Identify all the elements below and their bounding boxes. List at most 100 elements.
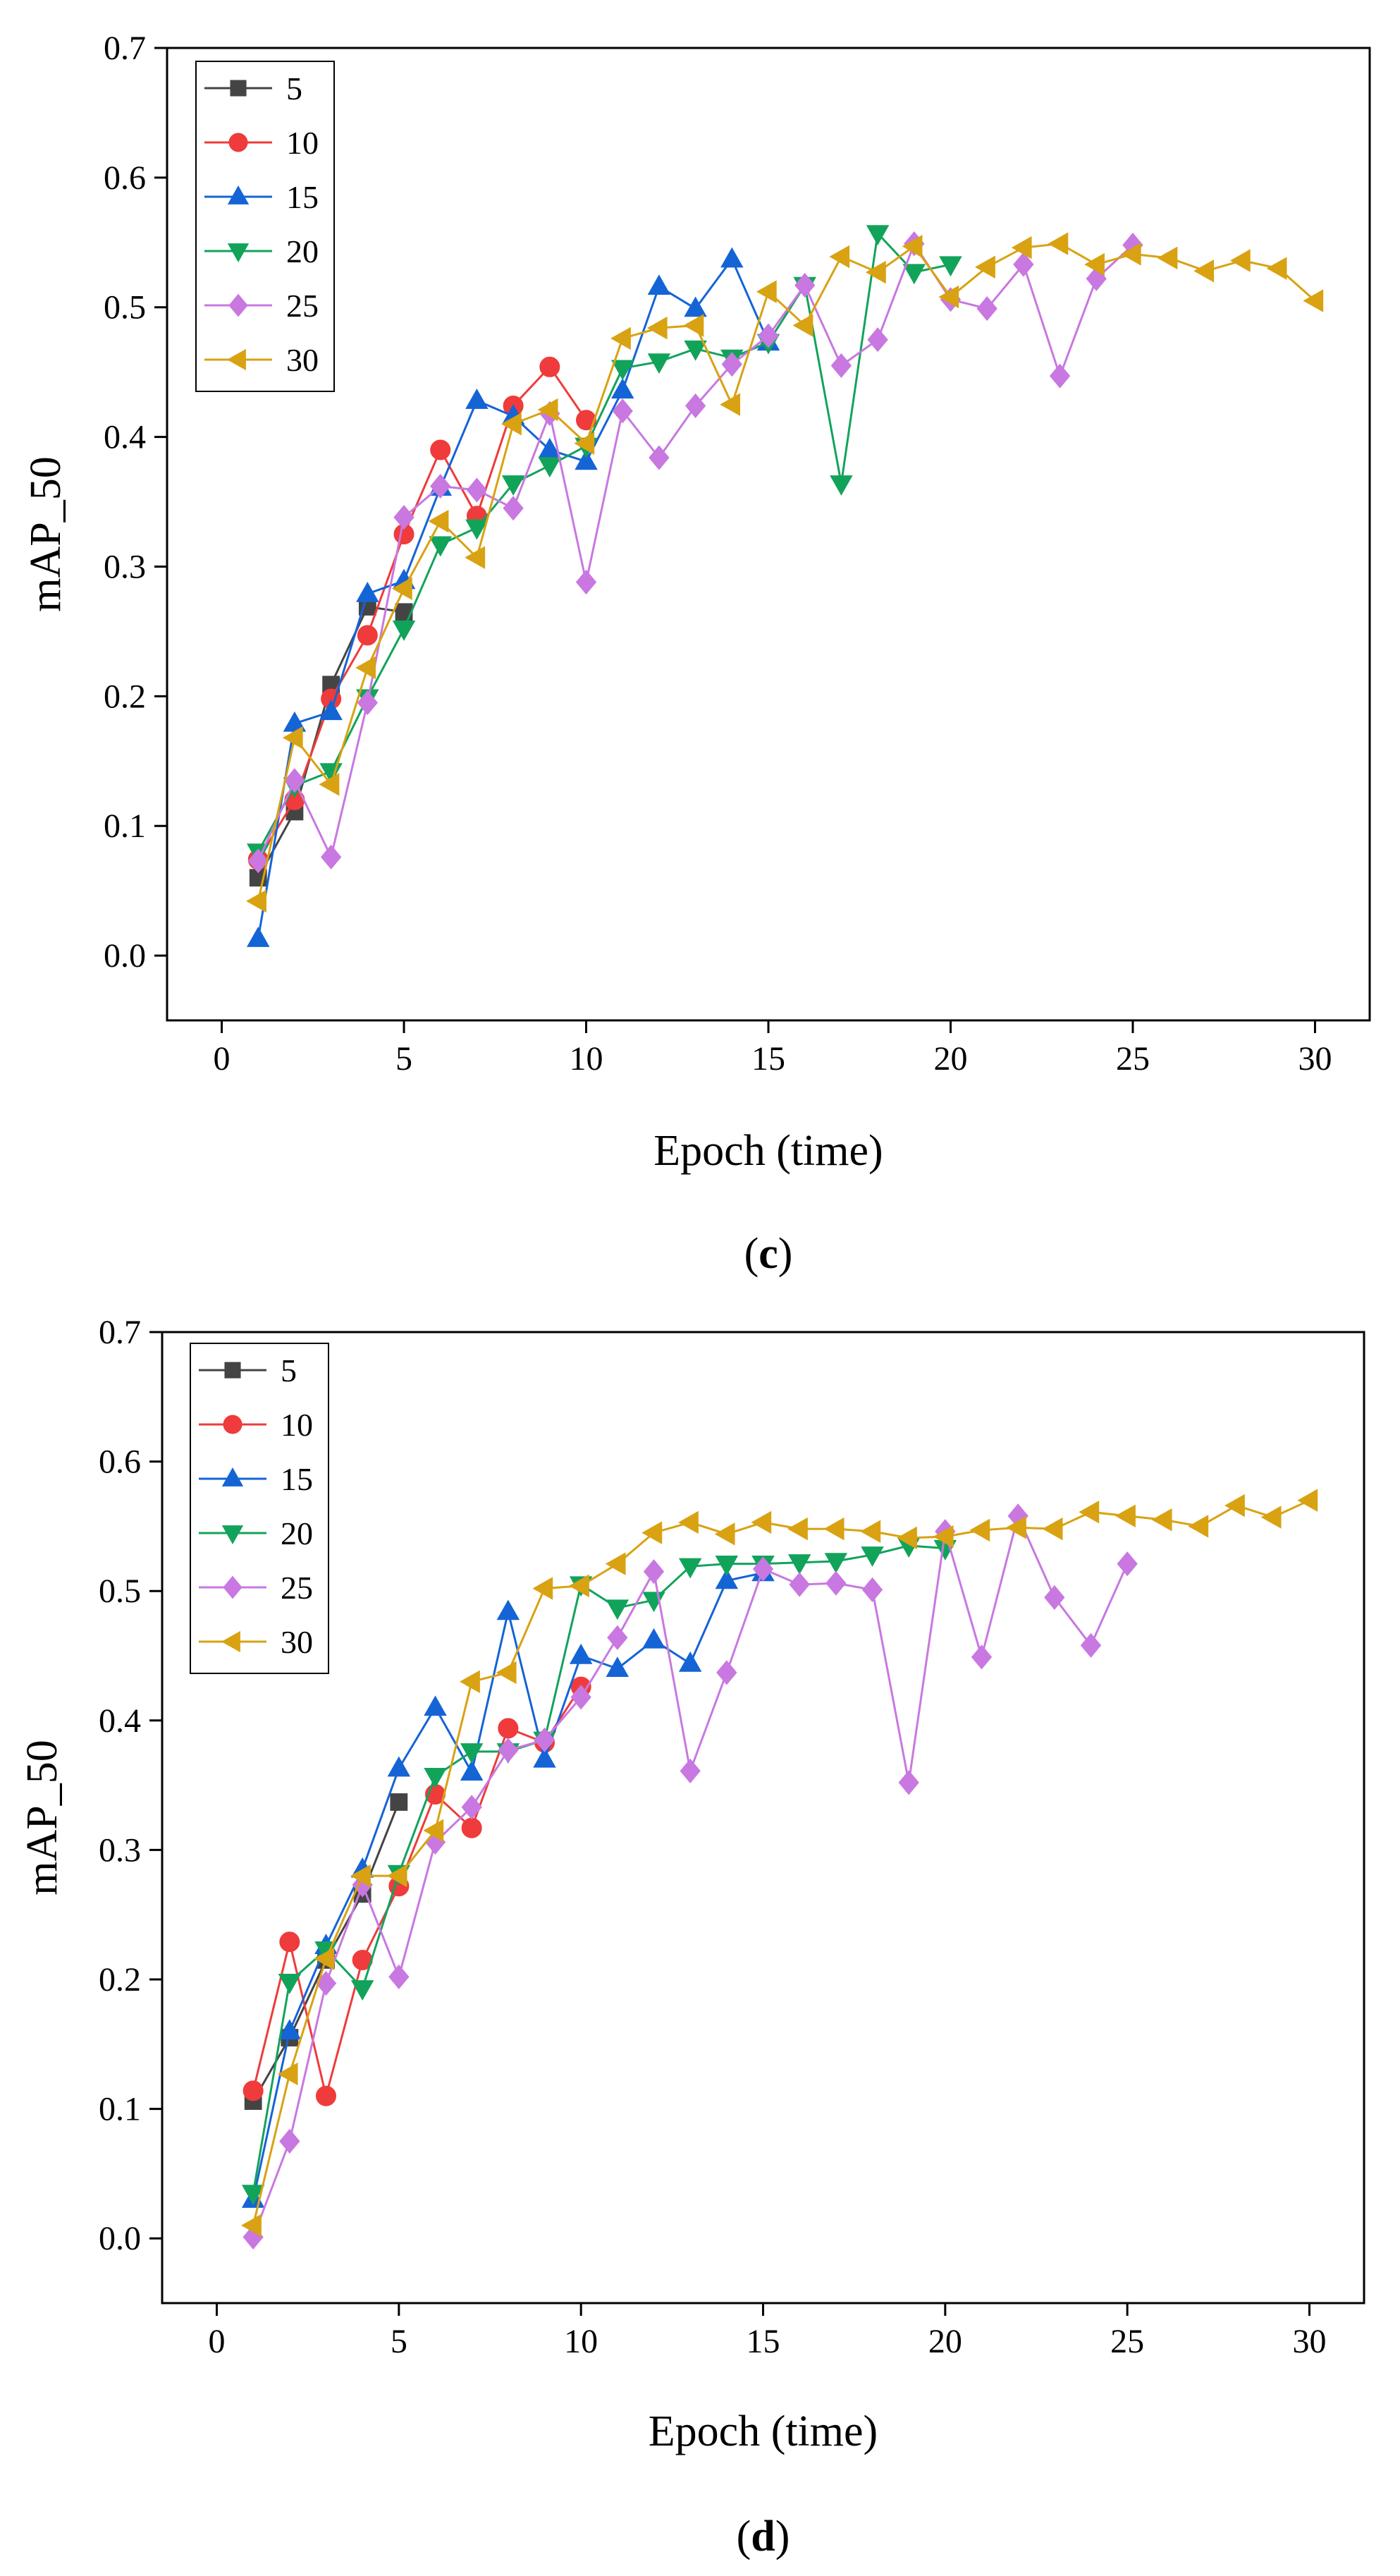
data-point [460,1743,484,1764]
data-point [1079,1500,1100,1524]
chart-d: 0 5 10 15 20 25 30 0.0 0.1 0.2 0.3 0.4 0.5 0.6 0.7 Epoc… [18,1314,1365,2560]
data-point [460,1760,484,1781]
data-point [976,295,997,322]
x-tick-label: 30 [1293,2323,1327,2360]
legend-marker [221,1525,244,1544]
y-axis-title: mAP_50 [18,1740,66,1895]
data-point [684,393,706,419]
legend-label: 10 [281,1407,313,1443]
data-point [860,1520,881,1544]
series-30 [241,1489,1318,2238]
data-point [242,2080,264,2101]
data-point [390,1793,408,1811]
legend-label: 5 [281,1353,297,1388]
plot-frame [161,1331,1365,2305]
x-tick-label: 10 [570,1040,603,1078]
data-point [721,352,742,377]
data-point [539,356,560,377]
data-point [357,690,378,716]
legend-box [190,1343,329,1674]
data-point [1080,1632,1102,1658]
data-point [610,326,631,350]
data-point [1115,1504,1136,1527]
data-point [975,255,995,279]
data-point [1084,252,1105,276]
legend-marker [228,293,248,317]
data-point [751,1510,772,1534]
data-point [787,1554,811,1575]
x-tick-label: 20 [933,1040,967,1078]
data-point [756,280,777,303]
legend-label: 25 [286,288,319,324]
legend-label: 5 [286,71,302,106]
data-point [465,546,486,569]
data-point [1303,289,1324,312]
legend-marker [223,1575,242,1599]
data-point [386,1864,407,1888]
x-axis-title: Epoch (time) [653,1127,883,1175]
y-tick-label: 0.2 [104,678,146,715]
data-point [1117,1551,1138,1577]
data-point [575,449,598,470]
series-line-25 [257,241,1134,862]
x-tick-label: 30 [1298,1040,1332,1078]
data-point [865,260,886,284]
data-point [684,340,707,361]
y-tick-label: 0.3 [104,548,146,585]
data-point [278,1973,302,1994]
data-point [1042,1517,1063,1541]
data-point [357,625,378,646]
data-point [1151,1508,1172,1532]
y-tick-label: 0.4 [99,1702,141,1740]
panel-label: (c) [744,1230,793,1278]
series-line-30 [257,243,1316,902]
y-tick-label: 0.6 [104,159,146,197]
data-point [465,519,489,540]
panel-label-close: ) [775,2513,790,2560]
data-point [606,1599,630,1620]
data-point [241,2185,265,2206]
data-point [465,388,489,409]
data-point [794,272,816,298]
data-point [1224,1494,1245,1518]
data-point [428,509,449,533]
y-tick-label: 0.5 [104,289,146,326]
data-point [646,316,668,340]
data-point [496,1661,517,1685]
data-point [392,621,416,641]
series-line-30 [252,1499,1310,2226]
data-point [649,445,670,470]
legend-label: 25 [281,1570,313,1606]
data-point [570,1685,591,1710]
x-tick-label: 15 [747,2323,780,2360]
data-point [319,700,343,721]
legend-marker [224,1362,241,1379]
data-point [533,1747,556,1768]
x-tick-label: 5 [391,2323,407,2360]
data-point [575,569,597,595]
data-point [647,274,671,295]
data-point [246,889,266,913]
x-tick-label: 15 [751,1040,785,1078]
data-point [350,1980,374,2001]
data-point [861,1577,883,1602]
data-point [716,1660,737,1685]
panel-label-close: ) [778,1230,793,1278]
data-point [971,1644,993,1670]
legend-marker [227,348,246,371]
data-point [424,1768,447,1788]
data-point [678,1510,699,1534]
data-point [939,256,962,277]
y-tick-label: 0.1 [99,2091,141,2128]
data-point [830,353,852,379]
data-point [678,1651,702,1672]
data-point [430,473,451,499]
data-point [574,432,595,456]
data-point [902,235,923,258]
series-line-10 [257,365,587,860]
data-point [501,412,522,436]
legend-marker [221,1630,240,1653]
data-point [498,1718,519,1739]
data-point [1297,1489,1318,1512]
